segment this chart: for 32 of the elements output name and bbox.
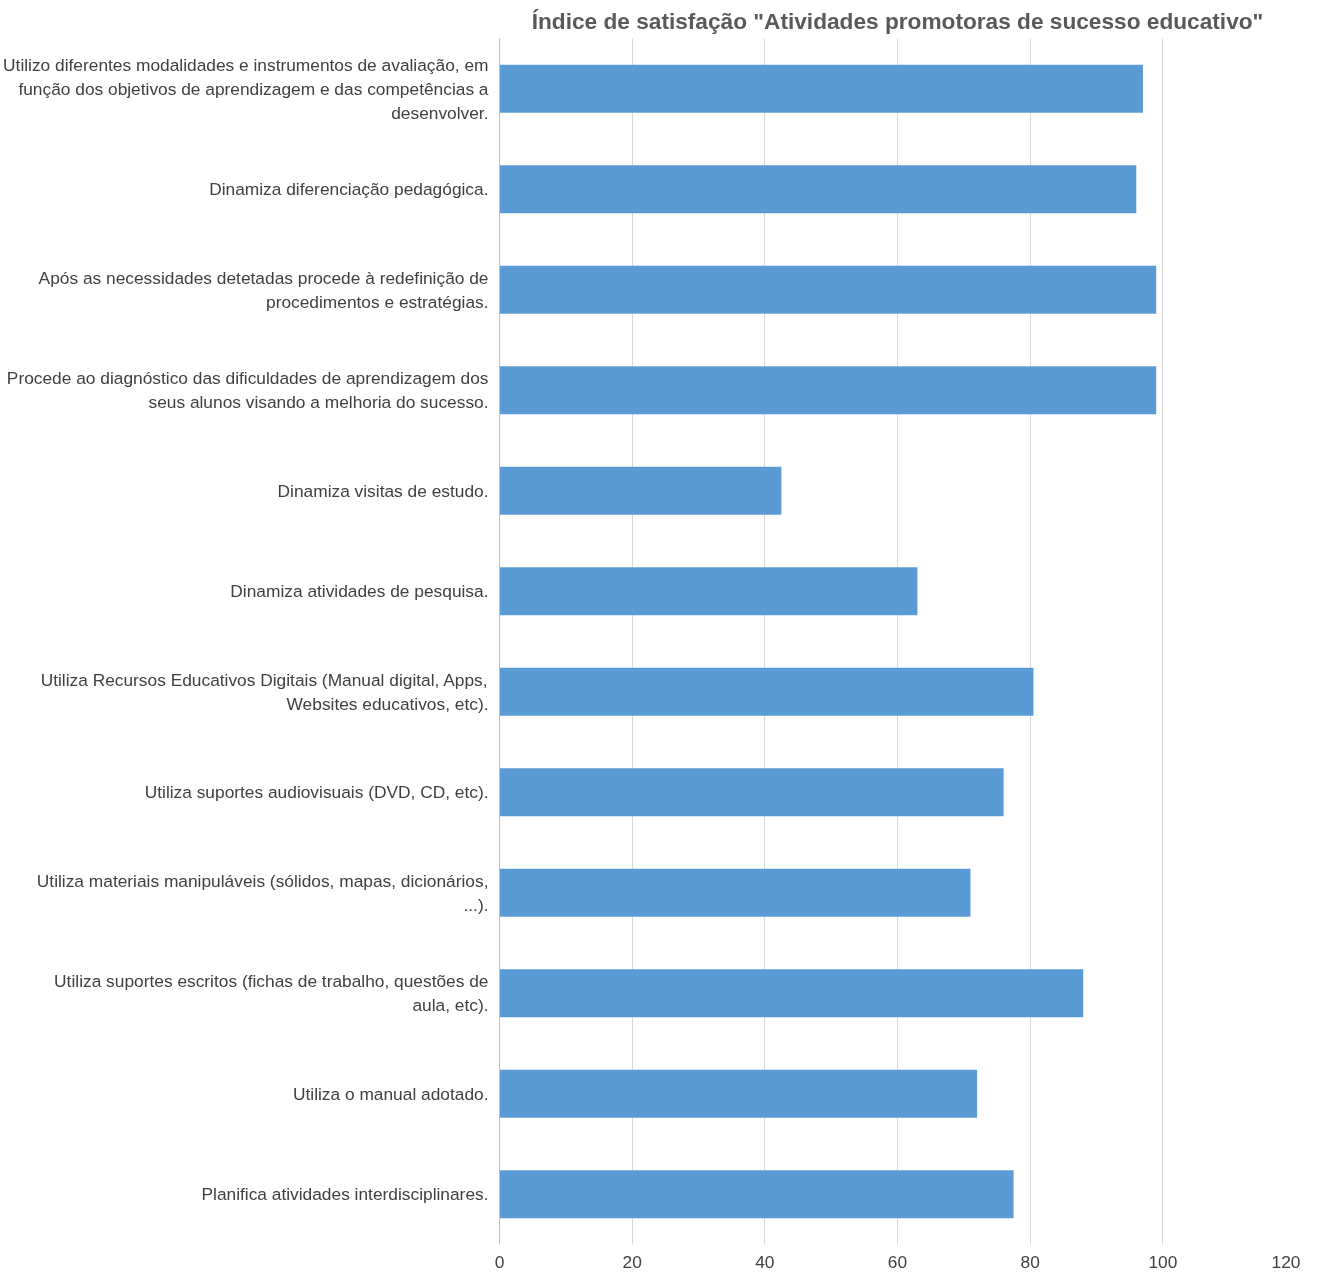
x-tick-label: 20 [622, 1251, 642, 1272]
bar [499, 265, 1157, 314]
y-tick-label: Dinamiza atividades de pesquisa. [230, 581, 489, 602]
bar [499, 969, 1084, 1018]
x-tick-label: 100 [1148, 1251, 1178, 1272]
bar [499, 768, 1004, 817]
bar [499, 64, 1143, 113]
x-tick-label: 40 [755, 1251, 775, 1272]
x-tick-label: 0 [494, 1251, 505, 1272]
x-tick-label: 80 [1020, 1251, 1040, 1272]
bar [499, 667, 1034, 716]
bar [499, 366, 1157, 415]
bar [499, 1170, 1014, 1219]
bar [499, 1069, 978, 1118]
y-tick-label: Utiliza Recursos Educativos Digitais (Manual digital, Apps, Websites educativos, etc). [40, 669, 489, 714]
bar [499, 567, 918, 616]
y-tick-label: Utiliza suportes audiovisuais (DVD, CD, etc). [144, 782, 489, 803]
y-tick-label: Utiliza suportes escritos (fichas de trabalho, questões de aula, etc). [54, 971, 489, 1016]
bar [499, 165, 1137, 214]
y-tick-label: Dinamiza diferenciação pedagógica. [209, 179, 489, 200]
y-tick-label: Utiliza materiais manipuláveis (sólidos, mapas, dicionários, ...). [36, 870, 489, 915]
x-tick-label: 60 [887, 1251, 908, 1272]
bar [499, 868, 971, 917]
y-tick-label: Após as necessidades detetadas procede à redefinição de procedimentos e estratégias. [38, 267, 489, 312]
y-tick-label: Utiliza o manual adotado. [292, 1083, 489, 1104]
y-tick-label: Utilizo diferentes modalidades e instrumentos de avaliação, em função dos objetivos de aprendizagem e das competências a desenvolver. [3, 54, 489, 123]
x-tick-label: 120 [1271, 1251, 1301, 1272]
chart-title: Índice de satisfação "Atividades promotoras de sucesso educativo" [531, 7, 1264, 34]
y-tick-label: Planifica atividades interdisciplinares. [201, 1184, 489, 1205]
y-tick-label: Dinamiza visitas de estudo. [277, 480, 489, 501]
bar [499, 466, 782, 515]
y-tick-label: Procede ao diagnóstico das dificuldades de aprendizagem dos seus alunos visando a melhoria do sucesso. [6, 368, 489, 413]
